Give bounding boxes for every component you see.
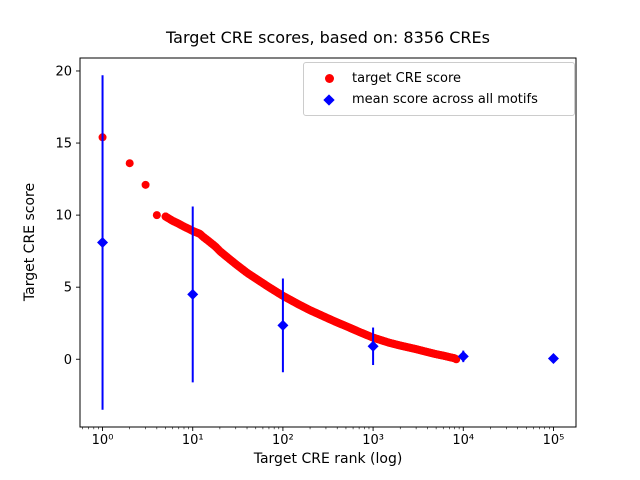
axes-frame — [79, 57, 577, 428]
x-tick-label: 10⁴ — [452, 433, 474, 448]
x-axis-label: Target CRE rank (log) — [253, 451, 403, 467]
legend: target CRE score mean score across all m… — [303, 62, 575, 116]
red-dot-icon — [324, 74, 334, 83]
y-tick-label: 0 — [64, 353, 72, 368]
legend-marker-cell — [314, 93, 344, 106]
mean-diamond — [277, 319, 289, 331]
blue-diamond-icon — [323, 93, 335, 106]
legend-marker-cell — [314, 74, 344, 83]
x-tick-label: 10⁵ — [543, 433, 565, 448]
x-tick-label: 10⁰ — [92, 433, 114, 448]
red-point — [452, 355, 461, 364]
red-point — [141, 180, 150, 189]
legend-label-target-score: target CRE score — [352, 71, 462, 86]
y-tick-label: 15 — [55, 137, 72, 152]
legend-item-target-score: target CRE score — [304, 68, 574, 89]
red-point — [125, 159, 134, 168]
mean-diamond — [547, 353, 559, 365]
legend-item-mean-score: mean score across all motifs — [304, 89, 574, 110]
mean-diamond — [187, 288, 199, 300]
y-tick-label: 20 — [55, 64, 72, 79]
x-tick-label: 10³ — [362, 433, 384, 448]
legend-label-mean-score: mean score across all motifs — [352, 92, 538, 107]
mean-diamond — [367, 340, 379, 352]
y-tick-label: 5 — [64, 281, 72, 296]
mean-diamond — [457, 350, 469, 362]
y-tick-label: 10 — [55, 209, 72, 224]
chart-title: Target CRE scores, based on: 8356 CREs — [166, 28, 490, 47]
x-tick-label: 10¹ — [182, 433, 204, 448]
mean-diamond — [97, 237, 109, 248]
y-axis-label: Target CRE score — [22, 182, 38, 302]
red-point — [152, 211, 161, 220]
x-tick-label: 10² — [272, 433, 294, 448]
